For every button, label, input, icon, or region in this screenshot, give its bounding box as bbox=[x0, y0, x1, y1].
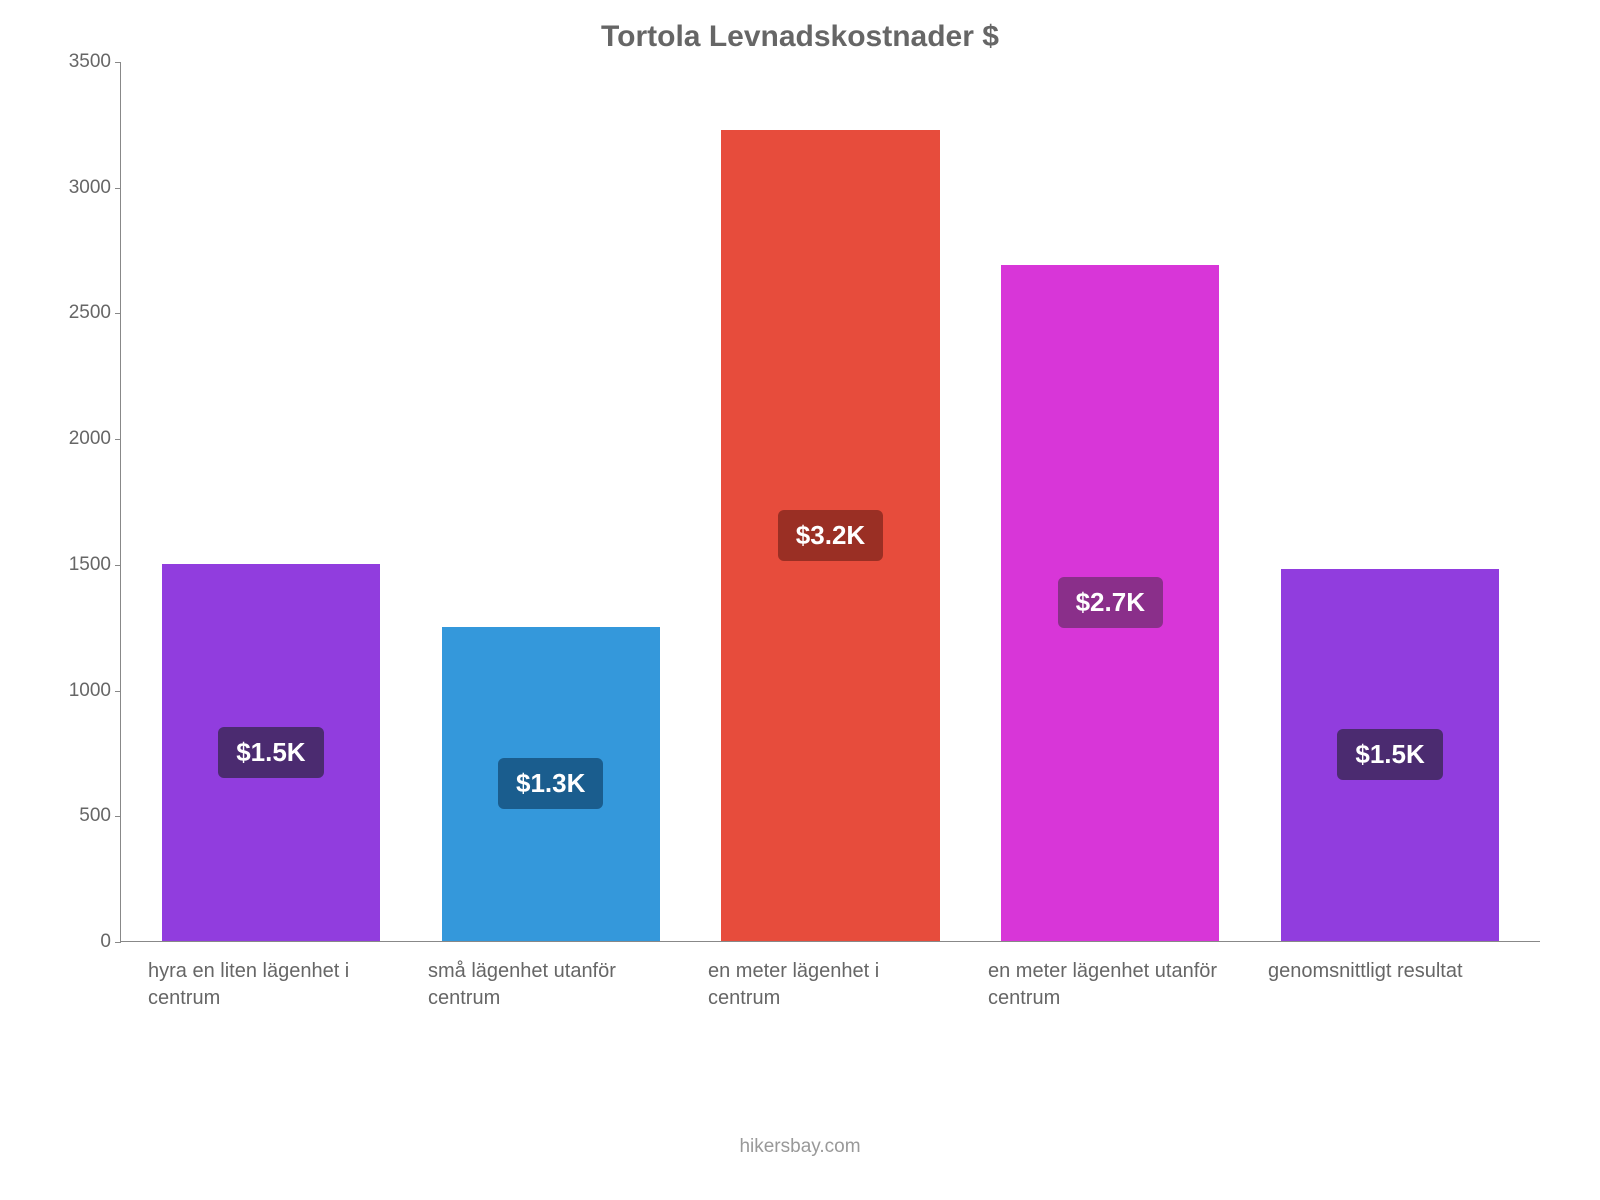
y-tick-label: 0 bbox=[61, 931, 111, 953]
credit-text: hikersbay.com bbox=[0, 1136, 1600, 1158]
x-axis-label: en meter lägenhet i centrum bbox=[690, 958, 970, 1012]
y-tick-label: 500 bbox=[61, 805, 111, 827]
bar-value-badge: $1.5K bbox=[1337, 729, 1442, 780]
y-tick-mark bbox=[115, 942, 121, 943]
x-axis-label: hyra en liten lägenhet i centrum bbox=[130, 958, 410, 1012]
y-tick-mark bbox=[115, 313, 121, 314]
bar: $2.7K bbox=[1001, 265, 1219, 941]
bar-slot: $1.5K bbox=[131, 62, 411, 941]
y-tick-mark bbox=[115, 691, 121, 692]
bar-value-badge: $3.2K bbox=[778, 510, 883, 561]
bar-value-badge: $1.5K bbox=[218, 727, 323, 778]
y-tick-label: 2000 bbox=[61, 428, 111, 450]
y-tick-label: 3500 bbox=[61, 51, 111, 73]
y-tick-mark bbox=[115, 62, 121, 63]
bar-value-badge: $2.7K bbox=[1058, 577, 1163, 628]
y-tick-mark bbox=[115, 565, 121, 566]
x-axis-label: en meter lägenhet utanför centrum bbox=[970, 958, 1250, 1012]
bar: $1.5K bbox=[162, 564, 380, 941]
y-tick-label: 2500 bbox=[61, 302, 111, 324]
x-axis-labels: hyra en liten lägenhet i centrumsmå läge… bbox=[120, 958, 1540, 1012]
bar-slot: $2.7K bbox=[970, 62, 1250, 941]
x-axis-label: genomsnittligt resultat bbox=[1250, 958, 1530, 1012]
y-tick-label: 1500 bbox=[61, 554, 111, 576]
bar-value-badge: $1.3K bbox=[498, 758, 603, 809]
y-tick-label: 3000 bbox=[61, 177, 111, 199]
bar-slot: $1.5K bbox=[1250, 62, 1530, 941]
chart-title: Tortola Levnadskostnader $ bbox=[60, 20, 1540, 54]
bars-row: $1.5K $1.3K $3.2K $2.7K $1.5K bbox=[121, 62, 1540, 941]
y-tick-label: 1000 bbox=[61, 680, 111, 702]
bar: $1.3K bbox=[442, 627, 660, 941]
bar-slot: $1.3K bbox=[411, 62, 691, 941]
bar: $1.5K bbox=[1281, 569, 1499, 941]
chart-container: Tortola Levnadskostnader $ $1.5K $1.3K $3.… bbox=[60, 20, 1540, 1020]
bar-slot: $3.2K bbox=[691, 62, 971, 941]
x-axis-label: små lägenhet utanför centrum bbox=[410, 958, 690, 1012]
plot-area: $1.5K$1.3K$3.2K$2.7K$1.5K 05001000150020… bbox=[120, 62, 1540, 942]
y-tick-mark bbox=[115, 439, 121, 440]
y-tick-mark bbox=[115, 188, 121, 189]
bar: $3.2K bbox=[721, 130, 939, 941]
y-tick-mark bbox=[115, 816, 121, 817]
